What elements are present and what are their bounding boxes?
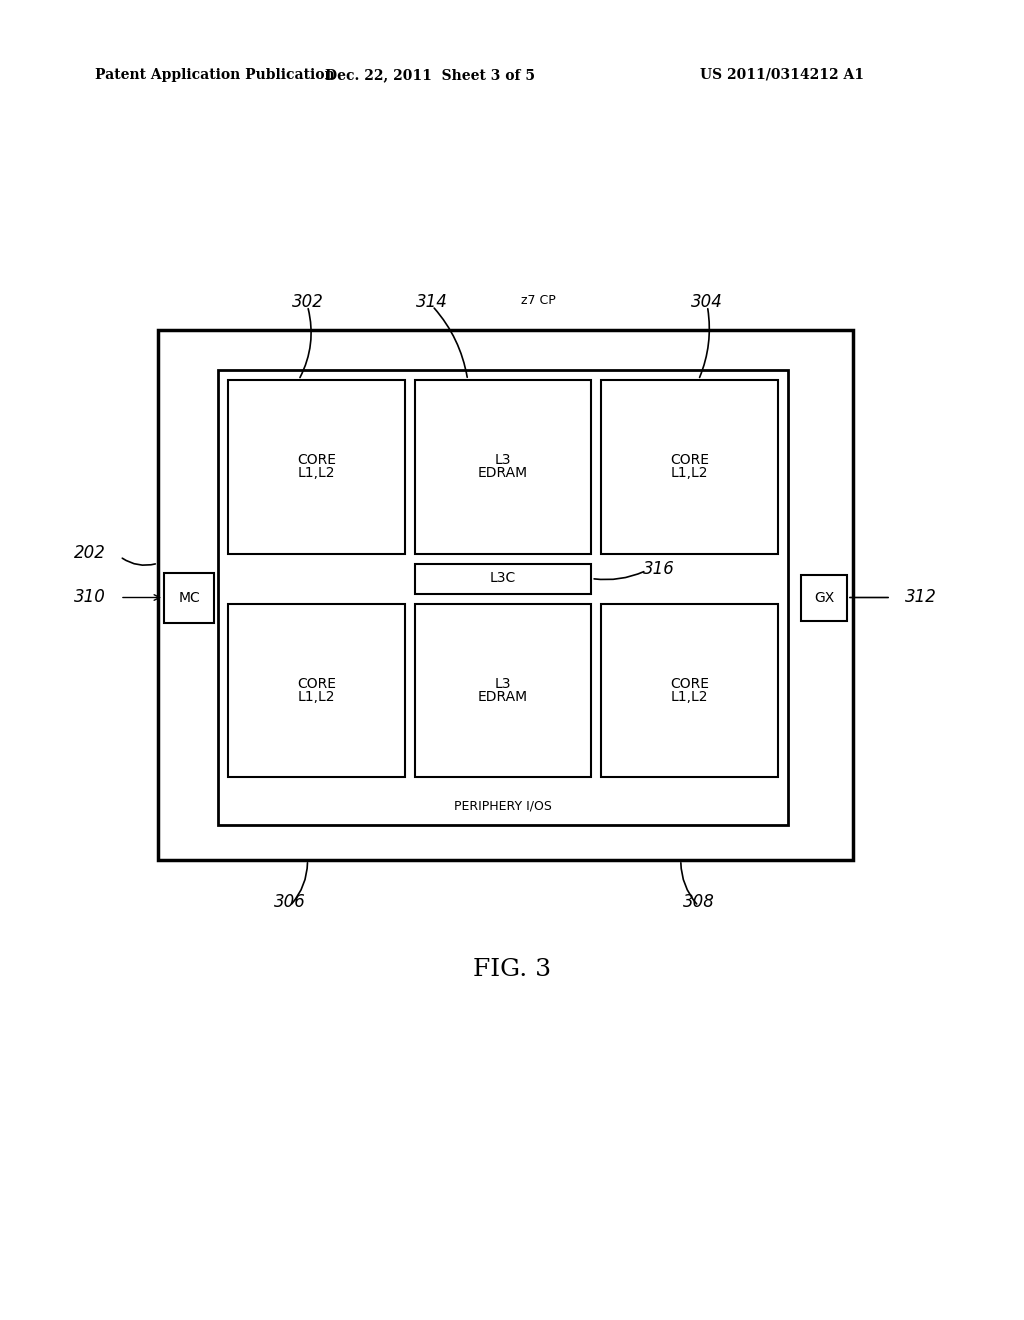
Text: L3: L3: [495, 677, 511, 690]
Text: CORE: CORE: [670, 677, 710, 690]
Text: 308: 308: [683, 894, 715, 911]
Text: Patent Application Publication: Patent Application Publication: [95, 69, 335, 82]
Bar: [601, 603, 778, 777]
Text: GX: GX: [814, 590, 835, 605]
Bar: [415, 564, 591, 594]
Text: 310: 310: [74, 589, 106, 606]
Bar: [415, 380, 591, 553]
Bar: [415, 603, 591, 777]
Text: z7 CP: z7 CP: [521, 293, 556, 306]
Bar: [801, 574, 847, 620]
Text: L1,L2: L1,L2: [671, 466, 709, 480]
Text: MC: MC: [178, 590, 200, 605]
Text: Dec. 22, 2011  Sheet 3 of 5: Dec. 22, 2011 Sheet 3 of 5: [325, 69, 535, 82]
Bar: [218, 370, 788, 825]
Text: L1,L2: L1,L2: [298, 690, 335, 704]
Text: 202: 202: [74, 544, 106, 561]
Bar: [164, 573, 214, 623]
Bar: [601, 380, 778, 553]
Text: CORE: CORE: [670, 453, 710, 467]
Text: L1,L2: L1,L2: [671, 690, 709, 704]
Text: 312: 312: [905, 589, 937, 606]
Text: 316: 316: [643, 560, 675, 578]
Text: FIG. 3: FIG. 3: [473, 958, 551, 982]
Text: PERIPHERY I/OS: PERIPHERY I/OS: [454, 800, 552, 813]
Bar: [158, 330, 853, 861]
Text: US 2011/0314212 A1: US 2011/0314212 A1: [700, 69, 864, 82]
Text: 314: 314: [417, 293, 449, 312]
Bar: [228, 603, 404, 777]
Text: L3C: L3C: [489, 572, 516, 586]
Text: 302: 302: [292, 293, 324, 312]
Text: 306: 306: [273, 894, 306, 911]
Bar: [228, 380, 404, 553]
Text: CORE: CORE: [297, 677, 336, 690]
Text: L1,L2: L1,L2: [298, 466, 335, 480]
Text: L3: L3: [495, 453, 511, 467]
Text: EDRAM: EDRAM: [478, 466, 528, 480]
Text: EDRAM: EDRAM: [478, 690, 528, 704]
Text: 304: 304: [691, 293, 723, 312]
Text: CORE: CORE: [297, 453, 336, 467]
